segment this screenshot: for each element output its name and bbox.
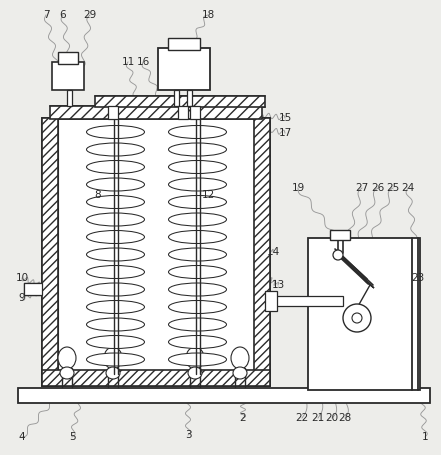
Ellipse shape (168, 196, 227, 208)
Ellipse shape (86, 178, 145, 191)
Ellipse shape (168, 231, 227, 243)
Bar (168, 38, 200, 50)
Text: 21: 21 (311, 413, 325, 423)
Polygon shape (334, 252, 374, 288)
Circle shape (333, 250, 343, 260)
Text: 11: 11 (121, 57, 135, 67)
Ellipse shape (168, 126, 227, 138)
Text: 4: 4 (19, 432, 25, 442)
Text: 27: 27 (355, 183, 369, 193)
Bar (178, 106, 188, 119)
Bar (24, 283, 42, 295)
Ellipse shape (106, 367, 120, 379)
Ellipse shape (86, 318, 145, 331)
Ellipse shape (168, 248, 227, 261)
Bar (308, 238, 420, 390)
Ellipse shape (86, 213, 145, 226)
Text: 24: 24 (401, 183, 415, 193)
Text: 28: 28 (338, 413, 351, 423)
Ellipse shape (168, 161, 227, 173)
Text: 20: 20 (325, 413, 339, 423)
Text: 5: 5 (69, 432, 75, 442)
Text: 9: 9 (19, 293, 25, 303)
Ellipse shape (86, 196, 145, 208)
Text: 19: 19 (292, 183, 305, 193)
Text: 1: 1 (422, 432, 428, 442)
Ellipse shape (60, 367, 74, 379)
Bar (18, 388, 430, 403)
Text: 26: 26 (371, 183, 385, 193)
Text: 8: 8 (95, 190, 101, 200)
Bar (58, 52, 78, 64)
Ellipse shape (233, 367, 247, 379)
Ellipse shape (86, 231, 145, 243)
Text: 10: 10 (15, 273, 29, 283)
Text: 13: 13 (271, 280, 284, 290)
Ellipse shape (104, 347, 122, 369)
Ellipse shape (86, 248, 145, 261)
Text: 22: 22 (295, 413, 309, 423)
Bar (52, 62, 84, 90)
Bar (174, 90, 179, 106)
Bar (330, 230, 350, 240)
Bar (58, 118, 254, 370)
Text: 14: 14 (266, 247, 280, 257)
Ellipse shape (168, 283, 227, 296)
Circle shape (343, 304, 371, 332)
Text: 12: 12 (202, 190, 215, 200)
Ellipse shape (168, 318, 227, 331)
Ellipse shape (86, 300, 145, 313)
Text: 15: 15 (278, 113, 292, 123)
Ellipse shape (168, 178, 227, 191)
Text: 16: 16 (136, 57, 149, 67)
Bar (42, 370, 270, 386)
Ellipse shape (231, 347, 249, 369)
Text: 3: 3 (185, 430, 191, 440)
Ellipse shape (168, 335, 227, 349)
Text: 23: 23 (411, 273, 425, 283)
Text: 7: 7 (43, 10, 49, 20)
Text: 6: 6 (60, 10, 66, 20)
Ellipse shape (86, 283, 145, 296)
Ellipse shape (86, 126, 145, 138)
Bar (50, 106, 262, 119)
Text: 2: 2 (240, 413, 247, 423)
Bar (108, 106, 118, 119)
Bar (158, 48, 210, 90)
Text: 29: 29 (83, 10, 97, 20)
Text: 25: 25 (386, 183, 400, 193)
Bar (275, 296, 343, 306)
Ellipse shape (86, 335, 145, 349)
Ellipse shape (186, 347, 204, 369)
Ellipse shape (86, 161, 145, 173)
Bar (254, 118, 270, 386)
Text: 17: 17 (278, 128, 292, 138)
Ellipse shape (58, 347, 76, 369)
Circle shape (352, 313, 362, 323)
Bar (95, 96, 265, 107)
Ellipse shape (188, 367, 202, 379)
Bar (42, 118, 58, 386)
Bar (187, 90, 192, 106)
Ellipse shape (168, 213, 227, 226)
Ellipse shape (168, 300, 227, 313)
Ellipse shape (86, 353, 145, 366)
Bar (67, 90, 72, 106)
Ellipse shape (168, 353, 227, 366)
Ellipse shape (168, 266, 227, 278)
Ellipse shape (86, 143, 145, 156)
Bar (190, 106, 200, 119)
Ellipse shape (86, 266, 145, 278)
Bar (265, 291, 277, 311)
Ellipse shape (168, 143, 227, 156)
Text: 18: 18 (202, 10, 215, 20)
